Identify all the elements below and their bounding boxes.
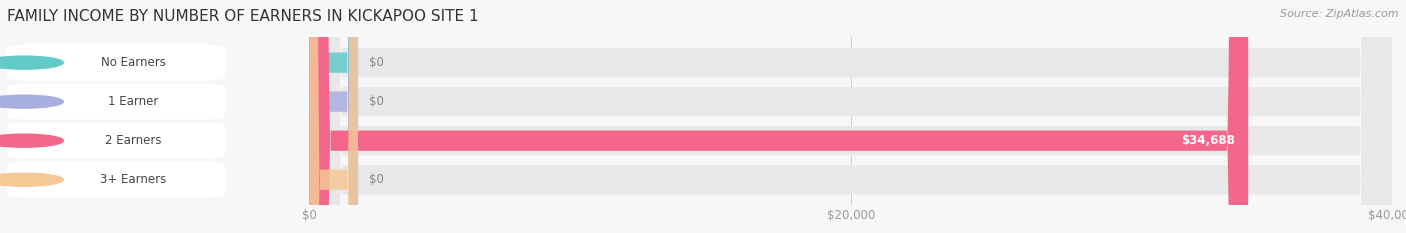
Text: Source: ZipAtlas.com: Source: ZipAtlas.com bbox=[1281, 9, 1399, 19]
Text: 1 Earner: 1 Earner bbox=[108, 95, 159, 108]
Text: 2 Earners: 2 Earners bbox=[105, 134, 162, 147]
Text: $0: $0 bbox=[368, 173, 384, 186]
FancyBboxPatch shape bbox=[309, 0, 1392, 233]
FancyBboxPatch shape bbox=[309, 0, 359, 233]
Text: $0: $0 bbox=[368, 95, 384, 108]
FancyBboxPatch shape bbox=[309, 0, 1392, 233]
FancyBboxPatch shape bbox=[309, 0, 359, 233]
Text: FAMILY INCOME BY NUMBER OF EARNERS IN KICKAPOO SITE 1: FAMILY INCOME BY NUMBER OF EARNERS IN KI… bbox=[7, 9, 478, 24]
FancyBboxPatch shape bbox=[309, 0, 1392, 233]
FancyBboxPatch shape bbox=[309, 0, 1392, 233]
Text: No Earners: No Earners bbox=[101, 56, 166, 69]
Text: $0: $0 bbox=[368, 56, 384, 69]
Text: 3+ Earners: 3+ Earners bbox=[100, 173, 166, 186]
Text: $34,688: $34,688 bbox=[1181, 134, 1234, 147]
FancyBboxPatch shape bbox=[309, 0, 359, 233]
FancyBboxPatch shape bbox=[309, 0, 1249, 233]
